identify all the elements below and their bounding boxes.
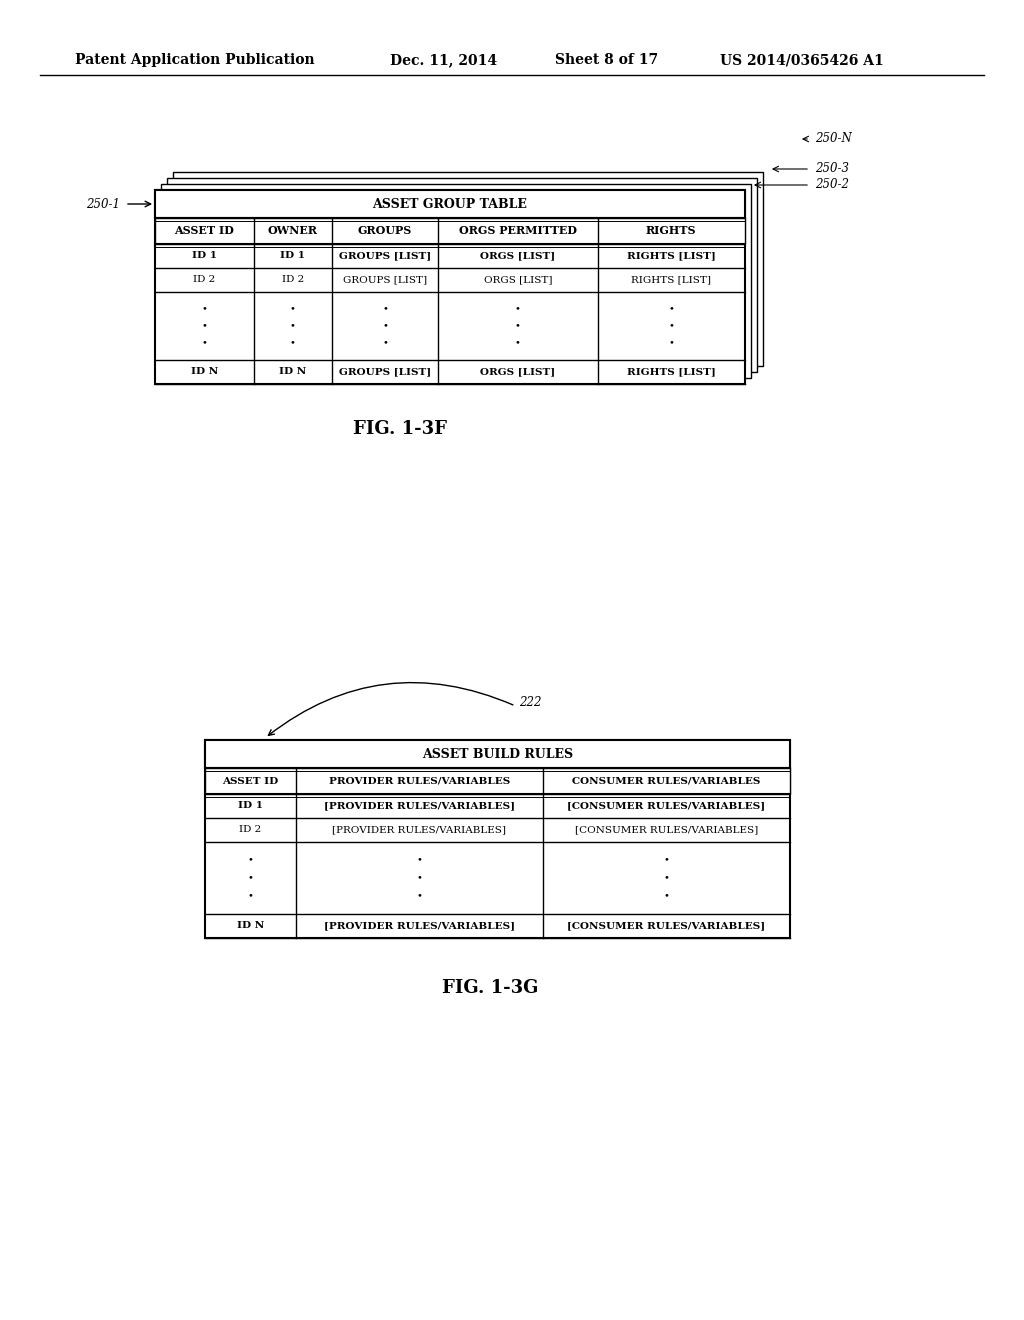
Text: [CONSUMER RULES/VARIABLES]: [CONSUMER RULES/VARIABLES] xyxy=(574,825,758,834)
Text: •: • xyxy=(382,322,388,330)
Text: •: • xyxy=(417,891,422,900)
Text: PROVIDER RULES/VARIABLES: PROVIDER RULES/VARIABLES xyxy=(329,776,510,785)
Text: •: • xyxy=(417,855,422,865)
Text: ID N: ID N xyxy=(237,921,264,931)
Text: ID 2: ID 2 xyxy=(282,276,304,285)
Text: •: • xyxy=(382,305,388,314)
Text: •: • xyxy=(202,338,207,347)
Text: •: • xyxy=(382,338,388,347)
Text: Sheet 8 of 17: Sheet 8 of 17 xyxy=(555,53,658,67)
Text: •: • xyxy=(515,322,521,330)
Text: FIG. 1-3F: FIG. 1-3F xyxy=(353,420,447,438)
Text: 250-N: 250-N xyxy=(815,132,852,145)
Text: ORGS [LIST]: ORGS [LIST] xyxy=(480,252,555,260)
Text: [PROVIDER RULES/VARIABLES]: [PROVIDER RULES/VARIABLES] xyxy=(324,921,515,931)
Text: •: • xyxy=(290,305,296,314)
Text: •: • xyxy=(664,891,670,900)
Text: ORGS PERMITTED: ORGS PERMITTED xyxy=(459,226,577,236)
Text: ASSET GROUP TABLE: ASSET GROUP TABLE xyxy=(373,198,527,210)
Text: ID 1: ID 1 xyxy=(281,252,305,260)
Text: GROUPS [LIST]: GROUPS [LIST] xyxy=(339,367,431,376)
Text: 250-1: 250-1 xyxy=(86,198,120,210)
Bar xyxy=(173,172,763,366)
Text: ASSET ID: ASSET ID xyxy=(174,226,234,236)
Text: GROUPS [LIST]: GROUPS [LIST] xyxy=(343,276,427,285)
Text: •: • xyxy=(515,338,521,347)
Text: •: • xyxy=(664,874,670,883)
Text: ASSET ID: ASSET ID xyxy=(222,776,279,785)
Text: GROUPS: GROUPS xyxy=(358,226,413,236)
Text: 250-2: 250-2 xyxy=(815,178,849,191)
Text: ORGS [LIST]: ORGS [LIST] xyxy=(480,367,555,376)
Text: [CONSUMER RULES/VARIABLES]: [CONSUMER RULES/VARIABLES] xyxy=(567,801,766,810)
Bar xyxy=(155,190,745,218)
Text: •: • xyxy=(669,338,674,347)
Text: •: • xyxy=(417,874,422,883)
Text: [PROVIDER RULES/VARIABLES]: [PROVIDER RULES/VARIABLES] xyxy=(324,801,515,810)
Text: RIGHTS [LIST]: RIGHTS [LIST] xyxy=(631,276,712,285)
Text: [PROVIDER RULES/VARIABLES]: [PROVIDER RULES/VARIABLES] xyxy=(332,825,506,834)
Text: CONSUMER RULES/VARIABLES: CONSUMER RULES/VARIABLES xyxy=(572,776,761,785)
Text: •: • xyxy=(248,855,253,865)
Text: •: • xyxy=(669,305,674,314)
Text: FIG. 1-3G: FIG. 1-3G xyxy=(441,979,539,997)
Bar xyxy=(155,218,745,244)
Text: •: • xyxy=(290,338,296,347)
Bar xyxy=(205,768,790,795)
Text: ID 2: ID 2 xyxy=(194,276,215,285)
Text: ID 1: ID 1 xyxy=(191,252,217,260)
Text: •: • xyxy=(248,891,253,900)
Bar xyxy=(205,741,790,768)
Text: ASSET BUILD RULES: ASSET BUILD RULES xyxy=(422,747,573,760)
Text: •: • xyxy=(290,322,296,330)
Text: RIGHTS: RIGHTS xyxy=(646,226,696,236)
Text: •: • xyxy=(664,855,670,865)
Text: 222: 222 xyxy=(519,696,542,709)
Text: •: • xyxy=(669,322,674,330)
Text: Patent Application Publication: Patent Application Publication xyxy=(75,53,314,67)
Text: •: • xyxy=(202,322,207,330)
Text: •: • xyxy=(248,874,253,883)
Text: ORGS [LIST]: ORGS [LIST] xyxy=(483,276,552,285)
Bar xyxy=(161,183,751,378)
Text: ID N: ID N xyxy=(190,367,218,376)
Text: •: • xyxy=(515,305,521,314)
Text: ID N: ID N xyxy=(280,367,306,376)
Text: OWNER: OWNER xyxy=(267,226,317,236)
Text: 250-3: 250-3 xyxy=(815,162,849,176)
Text: RIGHTS [LIST]: RIGHTS [LIST] xyxy=(627,367,716,376)
Bar xyxy=(205,741,790,939)
Text: US 2014/0365426 A1: US 2014/0365426 A1 xyxy=(720,53,884,67)
Text: Dec. 11, 2014: Dec. 11, 2014 xyxy=(390,53,497,67)
Bar xyxy=(155,190,745,384)
Text: RIGHTS [LIST]: RIGHTS [LIST] xyxy=(627,252,716,260)
Bar xyxy=(167,178,757,372)
Text: ID 1: ID 1 xyxy=(238,801,263,810)
Text: GROUPS [LIST]: GROUPS [LIST] xyxy=(339,252,431,260)
Text: ID 2: ID 2 xyxy=(240,825,261,834)
Text: [CONSUMER RULES/VARIABLES]: [CONSUMER RULES/VARIABLES] xyxy=(567,921,766,931)
Text: •: • xyxy=(202,305,207,314)
